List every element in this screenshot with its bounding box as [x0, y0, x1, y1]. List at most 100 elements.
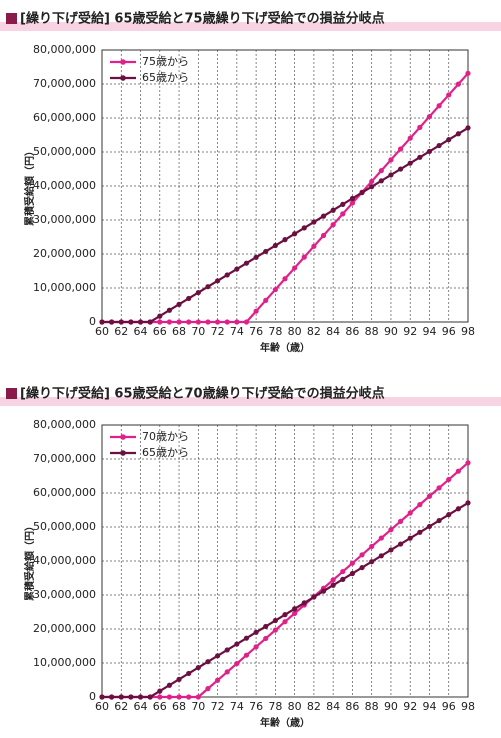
data-point	[253, 308, 259, 314]
data-point	[186, 670, 192, 677]
data-point	[397, 541, 404, 547]
data-point	[320, 232, 327, 239]
x-tick-label: 94	[422, 700, 436, 713]
data-point	[118, 694, 124, 700]
data-point	[446, 137, 452, 143]
series-line	[102, 501, 469, 699]
data-point	[397, 146, 404, 152]
series-line	[102, 72, 469, 324]
y-tick-label: 20,000,000	[33, 247, 96, 260]
data-point	[349, 200, 356, 206]
y-tick-label: 80,000,000	[33, 418, 96, 431]
data-point	[407, 135, 413, 141]
y-tick-label: 40,000,000	[33, 179, 96, 192]
data-point	[272, 627, 278, 633]
chart: [繰り下げ受給] 65歳受給と75歳繰り下げ受給での損益分岐点 0 10,000,0…	[0, 11, 501, 354]
data-point	[330, 207, 336, 213]
data-point	[157, 688, 163, 694]
data-point	[282, 276, 288, 282]
data-point	[455, 468, 461, 474]
x-tick-label: 62	[114, 325, 128, 338]
data-point	[195, 664, 201, 671]
data-point	[311, 594, 317, 600]
data-point	[407, 510, 413, 516]
data-point	[407, 535, 413, 541]
chart-title: [繰り下げ受給] 65歳受給と75歳繰り下げ受給での損益分岐点	[20, 11, 385, 27]
plot-frame	[101, 49, 469, 323]
x-tick-label: 76	[249, 325, 263, 338]
x-tick-label: 88	[365, 325, 379, 338]
data-point	[263, 297, 269, 303]
data-point	[369, 559, 375, 565]
data-point	[243, 635, 250, 641]
chart: [繰り下げ受給] 65歳受給と70歳繰り下げ受給での損益分岐点 0 10,000,0…	[0, 386, 501, 729]
y-tick-label: 60,000,000	[33, 111, 96, 124]
legend-marker	[120, 59, 126, 65]
data-point	[436, 485, 442, 491]
data-point	[224, 319, 230, 325]
data-point	[330, 582, 336, 588]
data-point	[378, 178, 384, 184]
y-tick-label: 40,000,000	[33, 554, 96, 567]
x-tick-label: 66	[153, 700, 167, 713]
data-point	[214, 278, 221, 284]
data-point	[176, 676, 182, 682]
data-point	[214, 677, 221, 683]
data-point	[157, 694, 163, 700]
x-tick-label: 72	[211, 700, 225, 713]
y-tick-label: 10,000,000	[33, 281, 96, 294]
data-point	[349, 195, 356, 202]
data-point	[253, 629, 259, 635]
data-point	[282, 612, 288, 618]
data-point	[195, 694, 201, 700]
data-point	[311, 243, 317, 249]
data-point	[166, 682, 173, 688]
data-point	[234, 319, 240, 325]
data-point	[272, 617, 278, 624]
data-point	[388, 527, 394, 533]
legend-marker	[120, 450, 126, 456]
data-point	[128, 319, 134, 325]
series-line	[102, 461, 469, 699]
y-tick-label: 70,000,000	[33, 452, 96, 465]
data-point	[157, 319, 163, 325]
data-point	[243, 652, 250, 658]
y-tick-label: 70,000,000	[33, 77, 96, 90]
y-axis-title: 累積受給額（円）	[23, 146, 36, 226]
data-point	[263, 635, 269, 642]
data-point	[349, 560, 356, 566]
data-point	[369, 184, 375, 190]
x-tick-label: 78	[268, 325, 282, 338]
legend-label: 75歳から	[142, 55, 189, 68]
data-point	[340, 211, 346, 217]
x-tick-label: 78	[268, 700, 282, 713]
y-tick-label: 0	[89, 690, 96, 703]
data-point	[455, 131, 461, 137]
data-point	[340, 201, 346, 207]
legend-marker	[120, 75, 126, 81]
data-point	[224, 669, 230, 675]
data-point	[272, 286, 278, 293]
data-point	[426, 523, 433, 530]
x-tick-label: 80	[288, 700, 302, 713]
data-point	[253, 254, 259, 260]
title-icon	[6, 388, 17, 399]
data-point	[224, 647, 230, 653]
data-point	[417, 154, 423, 160]
data-point	[436, 103, 442, 109]
data-point	[369, 178, 375, 185]
data-point	[234, 641, 240, 647]
x-tick-label: 82	[307, 325, 321, 338]
data-point	[166, 319, 173, 325]
data-point	[234, 660, 240, 667]
data-point	[214, 653, 221, 659]
x-tick-label: 60	[95, 700, 109, 713]
x-tick-label: 64	[134, 325, 148, 338]
data-point	[292, 231, 298, 237]
data-point	[292, 610, 298, 616]
x-tick-label: 86	[345, 325, 359, 338]
data-point	[263, 248, 269, 255]
x-tick-label: 60	[95, 325, 109, 338]
legend-label: 65歳から	[142, 446, 189, 459]
